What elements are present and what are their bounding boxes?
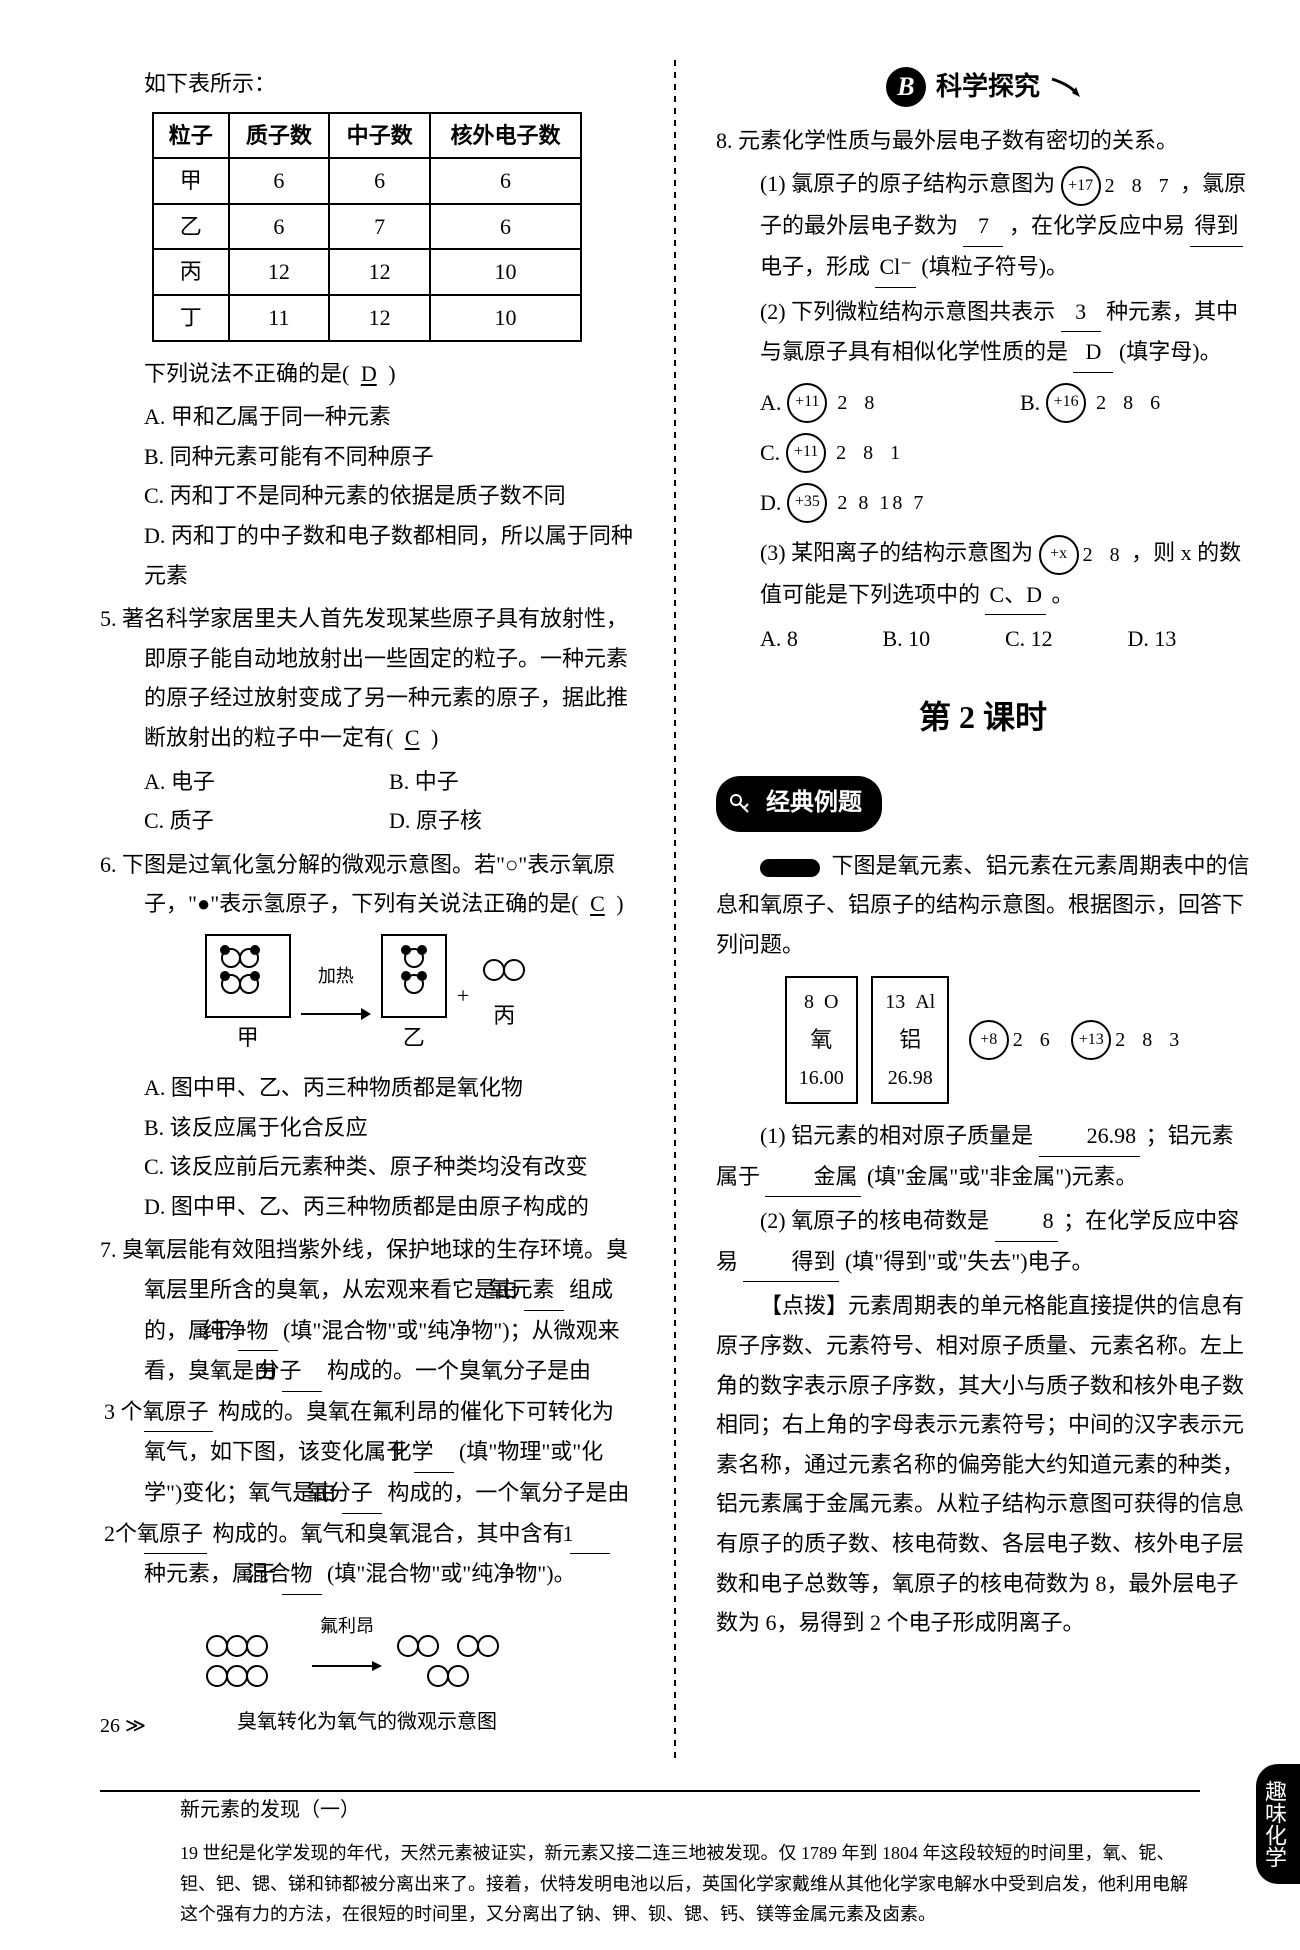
table-row: 丙121210 (153, 249, 581, 295)
ex-2: (2) 氧原子的核电荷数是 8 ；在化学反应中容易 得到 (填"得到"或"失去"… (716, 1201, 1250, 1282)
footer-body: 19 世纪是化学发现的年代，天然元素被证实，新元素又接二连三地被发现。仅 178… (0, 1828, 1300, 1950)
page-number: 26 ≫ (100, 1708, 146, 1744)
opt-b: B.+162 8 6 (1020, 383, 1240, 423)
q6-stem: 6. 下图是过氧化氢分解的微观示意图。若"○"表示氧原子，"●"表示氢原子，下列… (100, 845, 634, 924)
q4-opt-c: C. 丙和丁不是同种元素的依据是质子数不同 (100, 476, 634, 516)
q6-answer: C (584, 891, 611, 916)
q4-opt-a: A. 甲和乙属于同一种元素 (100, 397, 634, 437)
key-icon (722, 786, 758, 822)
left-column: 如下表所示： 粒子 质子数 中子数 核外电子数 甲666 乙676 丙12121… (100, 60, 634, 1760)
arrow-icon (301, 1006, 371, 1022)
q7-blank: 纯净物 (238, 1311, 278, 1352)
element-cards-row: 8 O 氧 16.00 13 Al 铝 26.98 +8 2 6 +13 2 8… (716, 968, 1250, 1112)
arrow-icon (1050, 77, 1080, 97)
q7-blank: 1 (570, 1514, 610, 1555)
hint-text: 【点拨】元素周期表的单元格能直接提供的信息有原子序数、元素符号、相对原子质量、元… (716, 1286, 1250, 1642)
table-row: 甲666 (153, 158, 581, 204)
q7-blank: 氧分子 (342, 1473, 382, 1514)
q4-intro: 如下表所示： (100, 64, 634, 104)
q8-1-blank: Cl⁻ (875, 247, 915, 288)
element-card-al: 13 Al 铝 26.98 (871, 976, 949, 1104)
q8-2-blank: D (1073, 332, 1113, 373)
q5-answer: C (399, 725, 426, 750)
q8-stem: 8. 元素化学性质与最外层电子数有密切的关系。 (716, 121, 1250, 161)
example-stem: 下图是氧元素、铝元素在元素周期表中的信息和氧原子、铝原子的结构示意图。根据图示，… (716, 846, 1250, 965)
q7-blank: 分子 (282, 1351, 322, 1392)
ex-2-blank: 得到 (743, 1242, 839, 1283)
ex-2-blank: 8 (995, 1201, 1058, 1242)
column-divider (674, 60, 676, 1760)
molecule-icon (389, 942, 439, 998)
arrow-icon (312, 1659, 382, 1673)
q8-1-blank: 得到 (1190, 206, 1242, 247)
q7-blank: 氧元素 (524, 1270, 564, 1311)
element-card-o: 8 O 氧 16.00 (785, 976, 858, 1104)
ozone-icon (197, 1631, 307, 1691)
q8-3-opts: A. 8 B. 10 C. 12 D. 13 (716, 619, 1250, 659)
opt-c: C.+112 8 1 (760, 433, 980, 473)
q8-2-blank: 3 (1061, 292, 1101, 333)
q6-opt-c: C. 该反应前后元素种类、原子种类均没有改变 (100, 1147, 634, 1187)
particle-table: 粒子 质子数 中子数 核外电子数 甲666 乙676 丙121210 丁1112… (152, 112, 582, 342)
q6-opt-b: B. 该反应属于化合反应 (100, 1108, 634, 1148)
q4-opt-b: B. 同种元素可能有不同种原子 (100, 437, 634, 477)
side-tab: 趣味化学 (1256, 1764, 1300, 1884)
right-column: B 科学探究 8. 元素化学性质与最外层电子数有密切的关系。 (1) 氯原子的原… (716, 60, 1250, 1760)
molecule-icon (479, 957, 529, 983)
th: 质子数 (229, 113, 330, 159)
atom-diagram-icon: +17 2 8 7 (1061, 166, 1175, 206)
q8-2-opts: A.+112 8 B.+162 8 6 C.+112 8 1 D.+352 8 … (716, 383, 1250, 523)
q7-blank: 化学 (414, 1432, 454, 1473)
q7-blank: 3 个氧原子 (144, 1392, 213, 1433)
ozone-diagram: 氟利昂 臭氧转化为氧气的微观示意图 (100, 1605, 634, 1740)
q7-text: 7. 臭氧层能有效阻挡紫外线，保护地球的生存环境。臭氧层里所含的臭氧，从宏观来看… (100, 1230, 634, 1594)
q7-blank: 2个氧原子 (144, 1514, 207, 1555)
q5-opts-1: A. 电子 B. 中子 (100, 762, 634, 802)
table-row: 乙676 (153, 204, 581, 250)
atom-diagram-icon: +13 2 8 3 (1071, 1020, 1185, 1060)
bullet-icon (760, 859, 820, 877)
q7-blank: 混合物 (282, 1554, 322, 1595)
opt-a: A.+112 8 (760, 383, 980, 423)
q5-opts-2: C. 质子 D. 原子核 (100, 801, 634, 841)
th: 中子数 (329, 113, 430, 159)
ex-1-blank: 金属 (765, 1157, 861, 1198)
q4-answer: D (355, 361, 383, 386)
atom-diagram-icon: +8 2 6 (969, 1020, 1056, 1060)
ex-1: (1) 铝元素的相对原子质量是 26.98 ；铝元素属于 金属 (填"金属"或"… (716, 1116, 1250, 1197)
table-row: 丁111210 (153, 295, 581, 341)
b-badge-icon: B (886, 67, 926, 107)
q6-opt-d: D. 图中甲、乙、丙三种物质都是由原子构成的 (100, 1187, 634, 1227)
example-badge: 经典例题 (716, 766, 1250, 841)
oxygen-icon (388, 1631, 538, 1691)
lesson-title: 第 2 课时 (716, 689, 1250, 747)
footer-title: 新元素的发现（一） (0, 1792, 1300, 1828)
th: 粒子 (153, 113, 229, 159)
q6-opt-a: A. 图中甲、乙、丙三种物质都是氧化物 (100, 1068, 634, 1108)
q8-3: (3) 某阳离子的结构示意图为 +x 2 8 ，则 x 的数值可能是下列选项中的… (716, 533, 1250, 616)
q4-stem: 下列说法不正确的是( D ) (100, 354, 634, 394)
section-b-badge: B 科学探究 (716, 64, 1250, 111)
q5-stem: 5. 著名科学家居里夫人首先发现某些原子具有放射性，即原子能自动地放射出一些固定… (100, 599, 634, 757)
q8-1: (1) 氯原子的原子结构示意图为 +17 2 8 7 ，氯原 子的最外层电子数为… (716, 164, 1250, 287)
q8-3-blank: C、D (985, 575, 1046, 616)
ex-1-blank: 26.98 (1039, 1116, 1141, 1157)
atom-diagram-icon: +x 2 8 (1039, 535, 1126, 575)
q4-opt-d: D. 丙和丁的中子数和电子数都相同，所以属于同种元素 (100, 516, 634, 595)
q8-2: (2) 下列微粒结构示意图共表示 3 种元素，其中与氯原子具有相似化学性质的是 … (716, 292, 1250, 373)
opt-d: D.+352 8 18 7 (760, 483, 1020, 523)
th: 核外电子数 (430, 113, 581, 159)
molecule-icon (213, 942, 283, 998)
q8-1-blank: 7 (963, 206, 1003, 247)
q6-diagram: 甲 加热 乙 + 丙 (100, 934, 634, 1058)
